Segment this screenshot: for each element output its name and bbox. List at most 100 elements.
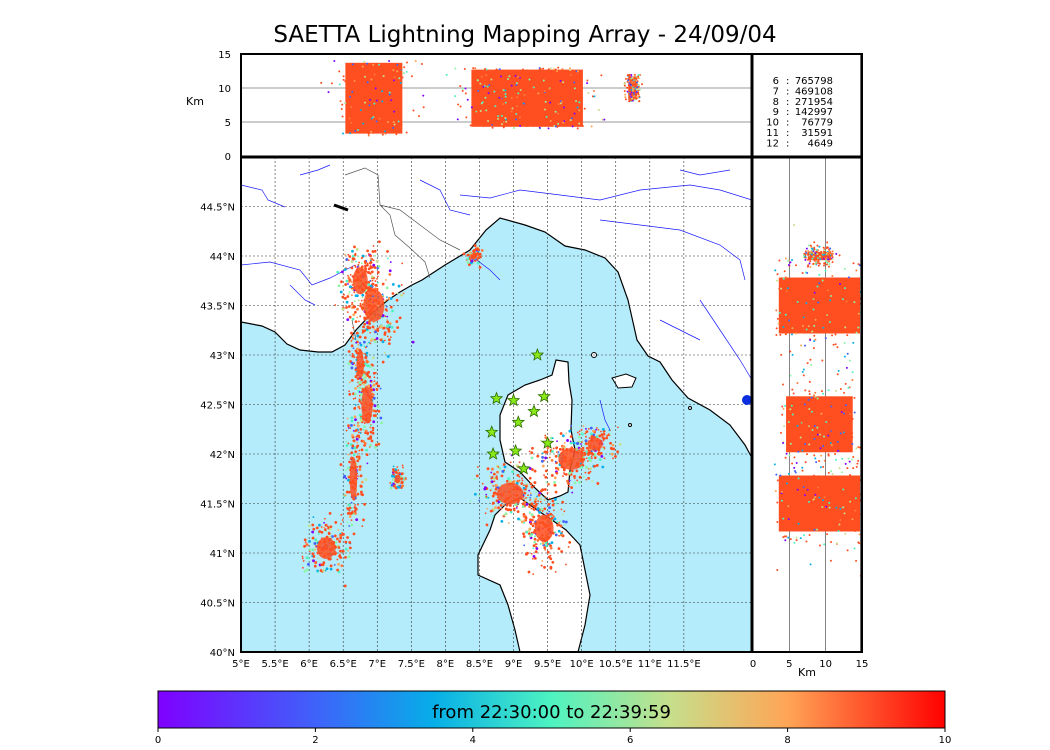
map-x-tick-label: 6.5°E [330, 659, 357, 670]
altitude-point [787, 536, 790, 539]
lightning-point [365, 453, 369, 456]
altitude-point [461, 89, 464, 92]
altitude-point [390, 104, 393, 107]
altitude-point [553, 107, 556, 110]
lightning-point [389, 481, 392, 484]
altitude-point [586, 82, 589, 85]
altitude-point [518, 117, 521, 120]
lightning-point [555, 471, 559, 475]
altitude-point [858, 282, 861, 285]
lightning-point [397, 284, 401, 288]
lightning-point [359, 343, 363, 347]
lightning-point [576, 479, 579, 482]
lightning-point [494, 506, 497, 510]
lightning-point [368, 375, 372, 379]
lightning-point [523, 544, 526, 547]
altitude-point [374, 109, 377, 112]
lightning-cluster [558, 448, 585, 470]
lightning-point [600, 433, 604, 437]
lightning-point [313, 542, 317, 545]
altitude-point [831, 261, 834, 264]
altitude-point [502, 89, 505, 92]
lightning-point [591, 480, 594, 482]
altitude-point [778, 287, 781, 290]
altitude-point [829, 428, 832, 431]
altitude-point [479, 82, 482, 85]
station-star-icon [486, 446, 500, 460]
lightning-point [375, 259, 379, 263]
lightning-point [551, 473, 554, 476]
altitude-point [484, 68, 487, 71]
altitude-point [826, 251, 829, 254]
lightning-point [372, 263, 376, 267]
altitude-point [801, 508, 804, 511]
altitude-point [532, 86, 535, 89]
altitude-point [848, 300, 851, 303]
lightning-point [602, 447, 605, 450]
lightning-point [354, 320, 358, 324]
colorbar-tick-label: 4 [470, 735, 476, 746]
lightning-point [339, 463, 343, 466]
colorbar-tick-label: 8 [784, 735, 790, 746]
lightning-point [363, 425, 367, 429]
lightning-point [497, 465, 500, 468]
lightning-point [560, 533, 563, 537]
lightning-point [313, 528, 315, 531]
altitude-point [795, 416, 798, 419]
altitude-point [808, 262, 811, 265]
altitude-point [809, 265, 812, 268]
altitude-point [818, 460, 821, 463]
lightning-point [340, 564, 344, 568]
altitude-point [490, 85, 493, 88]
altitude-point [806, 272, 809, 275]
lightning-point [486, 507, 489, 510]
lightning-point [312, 516, 315, 518]
altitude-point [796, 382, 799, 385]
lightning-point [377, 281, 379, 284]
altitude-point [821, 506, 824, 509]
lightning-point [543, 488, 547, 491]
lightning-point [371, 300, 373, 303]
lightning-point [342, 285, 345, 288]
altitude-point [815, 254, 818, 257]
lightning-point [491, 494, 495, 498]
altitude-point [556, 125, 559, 128]
lightning-point [579, 462, 582, 465]
altitude-point [830, 410, 833, 413]
colorbar-gradient [157, 690, 946, 729]
altitude-point [481, 101, 484, 104]
lightning-point [562, 475, 564, 478]
altitude-point [570, 117, 573, 120]
altitude-point [835, 419, 838, 422]
lightning-point [351, 506, 353, 509]
lightning-cluster [352, 267, 368, 295]
altitude-point [338, 70, 341, 73]
lightning-point [494, 487, 498, 491]
altitude-point [852, 494, 855, 497]
altitude-point [844, 382, 847, 385]
altitude-point [807, 500, 810, 503]
altitude-point [829, 441, 832, 444]
altitude-point [516, 96, 519, 99]
map-y-tick-label: 43°N [210, 351, 235, 362]
lightning-point [350, 294, 353, 297]
altitude-point [838, 467, 841, 470]
altitude-point [823, 459, 826, 462]
altitude-point [807, 264, 810, 267]
map-y-tick-label: 41°N [210, 549, 235, 560]
altitude-point [388, 60, 391, 63]
altitude-point [830, 400, 833, 403]
lightning-point [348, 293, 350, 296]
altitude-point [830, 405, 833, 408]
altitude-point [776, 479, 779, 482]
lightning-point [346, 318, 350, 322]
lightning-point [490, 480, 494, 484]
altitude-point [776, 568, 779, 571]
altitude-point [843, 355, 846, 358]
lightning-point [402, 292, 405, 295]
lightning-point [356, 458, 359, 460]
lightning-point [372, 383, 376, 387]
altitude-point [374, 84, 377, 87]
altitude-point [632, 80, 635, 83]
lightning-point [359, 484, 363, 488]
